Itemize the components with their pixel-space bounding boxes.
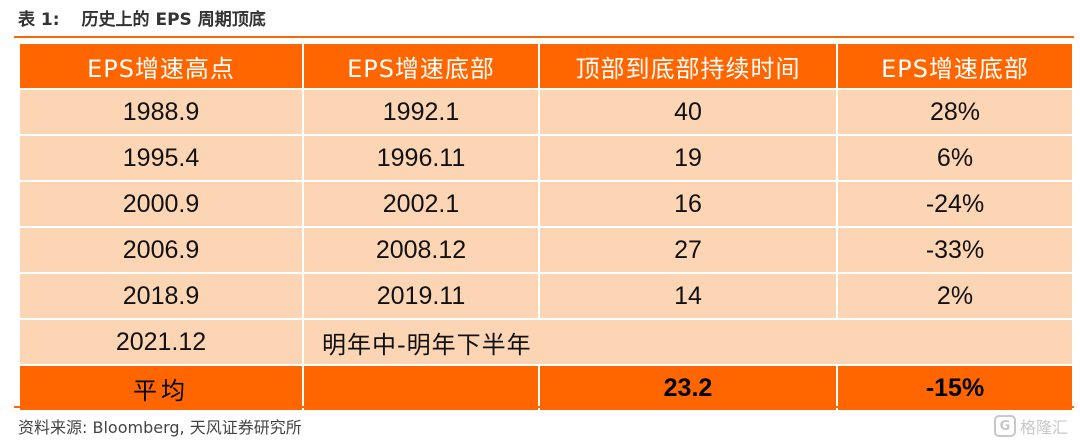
cell-bottom: 2008.12 xyxy=(302,226,540,274)
cell-eps-bottom: -24% xyxy=(836,180,1074,228)
cell-bottom: 2002.1 xyxy=(302,180,540,228)
cell-duration: 19 xyxy=(538,134,838,182)
cell-bottom: 1992.1 xyxy=(302,88,540,136)
gelonghui-logo-icon: G xyxy=(993,415,1016,437)
cell-peak: 2018.9 xyxy=(18,272,304,320)
header-duration: 顶部到底部持续时间 xyxy=(538,42,838,90)
cell-peak: 2006.9 xyxy=(18,226,304,274)
caption-number: 表 1: xyxy=(18,10,60,30)
table-row: 2018.9 2019.11 14 2% xyxy=(18,272,1074,320)
top-rule xyxy=(14,36,1074,38)
watermark: G 格隆汇 xyxy=(993,414,1068,438)
average-label: 平均 xyxy=(18,364,304,412)
cell-bottom: 2019.11 xyxy=(302,272,540,320)
table-caption: 表 1: 历史上的 EPS 周期顶底 xyxy=(18,8,266,32)
average-row: 平均 23.2 -15% xyxy=(18,364,1074,412)
cell-peak: 1995.4 xyxy=(18,134,304,182)
cell-duration: 27 xyxy=(538,226,838,274)
header-eps-peak: EPS增速高点 xyxy=(18,42,304,90)
average-bottom xyxy=(302,364,540,412)
average-duration: 23.2 xyxy=(538,364,838,412)
table-row: 1995.4 1996.11 19 6% xyxy=(18,134,1074,182)
cell-duration: 14 xyxy=(538,272,838,320)
cell-eps-bottom: 28% xyxy=(836,88,1074,136)
cell-eps-bottom: 6% xyxy=(836,134,1074,182)
cell-peak: 1988.9 xyxy=(18,88,304,136)
bottom-rule xyxy=(14,406,1074,408)
eps-cycle-table: EPS增速高点 EPS增速底部 顶部到底部持续时间 EPS增速底部 1988.9… xyxy=(18,42,1074,412)
cell-expected-bottom-note: 明年中-明年下半年 xyxy=(302,318,1074,366)
cell-duration: 16 xyxy=(538,180,838,228)
cell-eps-bottom: -33% xyxy=(836,226,1074,274)
average-eps-bottom: -15% xyxy=(836,364,1074,412)
table-row: 1988.9 1992.1 40 28% xyxy=(18,88,1074,136)
cell-eps-bottom: 2% xyxy=(836,272,1074,320)
watermark-text: 格隆汇 xyxy=(1019,418,1068,437)
header-eps-bottom-value: EPS增速底部 xyxy=(836,42,1074,90)
cell-peak: 2000.9 xyxy=(18,180,304,228)
caption-title: 历史上的 EPS 周期顶底 xyxy=(81,10,266,30)
source-note: 资料来源: Bloomberg, 天风证券研究所 xyxy=(18,418,302,437)
header-row: EPS增速高点 EPS增速底部 顶部到底部持续时间 EPS增速底部 xyxy=(18,42,1074,90)
table-row: 2006.9 2008.12 27 -33% xyxy=(18,226,1074,274)
cell-bottom: 1996.11 xyxy=(302,134,540,182)
header-eps-bottom: EPS增速底部 xyxy=(302,42,540,90)
table-row: 2000.9 2002.1 16 -24% xyxy=(18,180,1074,228)
cell-duration: 40 xyxy=(538,88,838,136)
cell-current-peak: 2021.12 xyxy=(18,318,304,366)
current-cycle-row: 2021.12 明年中-明年下半年 xyxy=(18,318,1074,366)
